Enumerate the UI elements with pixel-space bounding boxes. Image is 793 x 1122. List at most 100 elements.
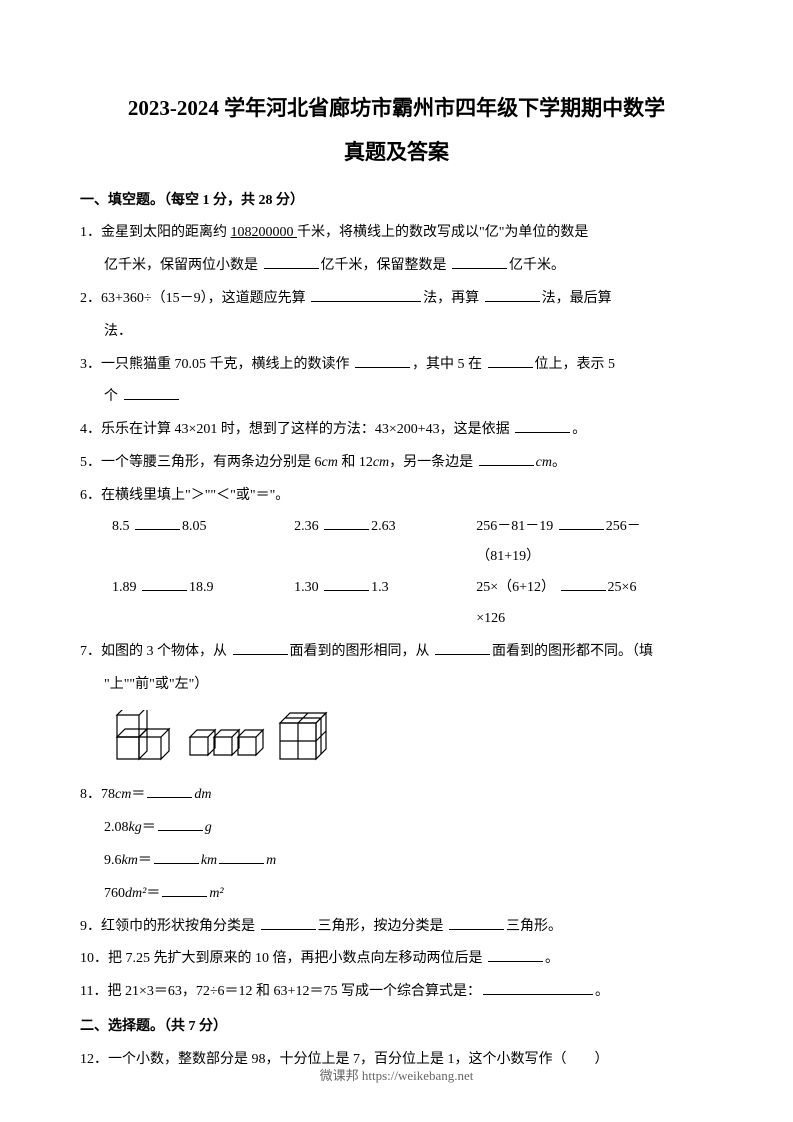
blank — [135, 516, 180, 530]
blank — [485, 288, 540, 302]
q5-mid: 和 12 — [338, 455, 373, 470]
q2-mid: 法，再算 — [423, 291, 483, 306]
q7-mid: 面看到的图形相同，从 — [290, 644, 434, 659]
q7-mid2: 面看到的图形都不同。（填 — [492, 644, 653, 659]
q6-r1-c1: 256－81－19 — [476, 519, 557, 534]
q6-r2-b: 1.30 1.3 — [294, 573, 476, 604]
blank — [479, 452, 534, 466]
blank — [324, 516, 369, 530]
blank — [559, 516, 604, 530]
empty — [112, 542, 294, 573]
q6-r2-b1: 1.30 — [294, 580, 322, 595]
blank — [154, 850, 199, 864]
question-7: 7．如图的 3 个物体，从 面看到的图形相同，从 面看到的图形都不同。（填 — [80, 637, 713, 668]
q2-text: 2．63+360÷（15－9），这道题应先算 — [80, 291, 309, 306]
q3-mid: ，其中 5 在 — [412, 357, 486, 372]
q5-mid2: ，另一条边是 — [389, 455, 477, 470]
q8-l4a: 760 — [104, 886, 125, 901]
question-5: 5．一个等腰三角形，有两条边分别是 6cm 和 12cm，另一条边是 cm。 — [80, 448, 713, 479]
q3-text: 3．一只熊猫重 70.05 千克，横线上的数读作 — [80, 357, 353, 372]
blank — [561, 577, 606, 591]
question-8-line4: 760dm²＝m² — [80, 879, 713, 910]
q1-mid: 千米，将横线上的数改写成以"亿"为单位的数是 — [297, 225, 588, 240]
q9-text: 9．红领巾的形状按角分类是 — [80, 919, 259, 934]
q4-text: 4．乐乐在计算 43×201 时，想到了这样的方法：43×200+43，这是依据 — [80, 422, 513, 437]
q3-mid2: 位上，表示 5 — [535, 357, 616, 372]
empty — [294, 604, 476, 635]
question-7-line2: "上""前"或"左"） — [80, 670, 713, 701]
q2-mid2: 法，最后算 — [542, 291, 612, 306]
q7-text: 7．如图的 3 个物体，从 — [80, 644, 231, 659]
q6-r1-a: 8.5 8.05 — [112, 512, 294, 543]
q8-l2a: 2.08 — [104, 820, 129, 835]
document-title: 2023-2024 学年河北省廊坊市霸州市四年级下学期期中数学 — [80, 90, 713, 128]
q6-r2-a1: 1.89 — [112, 580, 140, 595]
q6-r1-a1: 8.5 — [112, 519, 133, 534]
question-2: 2．63+360÷（15－9），这道题应先算 法，再算 法，最后算 — [80, 284, 713, 315]
q6-r1-c2: 256－ — [606, 519, 641, 534]
q8-l2u2: g — [205, 820, 212, 835]
q1-line2a: 亿千米，保留两位小数是 — [104, 258, 262, 273]
q6-r2-c: 25×（6+12） 25×6 — [476, 573, 713, 604]
blank — [124, 386, 179, 400]
q11-text: 11．把 21×3＝63，72÷6＝12 和 63+12＝75 写成一个综合算式… — [80, 984, 481, 999]
blank — [162, 883, 207, 897]
blank — [311, 288, 421, 302]
empty — [112, 604, 294, 635]
q8-l3a: 9.6 — [104, 853, 122, 868]
q6-r2-c2: 25×6 — [608, 580, 637, 595]
blank — [147, 784, 192, 798]
q5-cm1: cm — [322, 455, 338, 470]
q5-cm2: cm — [373, 455, 389, 470]
question-8-line3: 9.6km＝kmm — [80, 846, 713, 877]
q8-l1u: cm — [115, 787, 131, 802]
q4-end: 。 — [572, 422, 586, 437]
blank — [355, 354, 410, 368]
q6-r1-b: 2.36 2.63 — [294, 512, 476, 543]
document-subtitle: 真题及答案 — [80, 134, 713, 172]
footer-text: 微课邦 https://weikebang.net — [0, 1065, 793, 1084]
q1-line2b: 亿千米，保留整数是 — [321, 258, 451, 273]
q1-underlined-number: 108200000 — [231, 225, 298, 240]
q6-r2-a: 1.89 18.9 — [112, 573, 294, 604]
q6-row1b: （81+19） — [80, 542, 713, 573]
section1-heading: 一、填空题。（每空 1 分，共 28 分） — [80, 186, 713, 217]
blank — [219, 850, 264, 864]
q10-end: 。 — [545, 951, 559, 966]
question-11: 11．把 21×3＝63，72÷6＝12 和 63+12＝75 写成一个综合算式… — [80, 977, 713, 1008]
q8-l2eq: ＝ — [142, 820, 156, 835]
blank — [515, 419, 570, 433]
q8-l3u2: km — [201, 853, 217, 868]
section2-heading: 二、选择题。（共 7 分） — [80, 1012, 713, 1043]
q8-l1u2: dm — [194, 787, 211, 802]
q3-line2: 个 — [104, 389, 122, 404]
question-8-line1: 8．78cm＝ dm — [80, 780, 713, 811]
q5-end: 。 — [552, 455, 566, 470]
q6-row1: 8.5 8.05 2.36 2.63 256－81－19 256－ — [80, 512, 713, 543]
q6-row2: 1.89 18.9 1.30 1.3 25×（6+12） 25×6 — [80, 573, 713, 604]
q1-line2c: 亿千米。 — [509, 258, 565, 273]
q6-r1-b1: 2.36 — [294, 519, 322, 534]
q6-r1-a2: 8.05 — [182, 519, 207, 534]
q6-r2-c3: ×126 — [476, 604, 713, 635]
blank — [324, 577, 369, 591]
q5-cm3: cm — [536, 455, 552, 470]
q8-l1a: 8．78 — [80, 787, 115, 802]
q8-l3eq: ＝ — [138, 853, 152, 868]
q6-r1-c3: （81+19） — [476, 542, 713, 573]
q6-r2-a2: 18.9 — [189, 580, 214, 595]
q6-r1-c: 256－81－19 256－ — [476, 512, 713, 543]
question-3: 3．一只熊猫重 70.05 千克，横线上的数读作 ，其中 5 在 位上，表示 5 — [80, 350, 713, 381]
q6-r2-c1: 25×（6+12） — [476, 580, 558, 595]
q8-l1eq: ＝ — [131, 787, 145, 802]
blank — [261, 916, 316, 930]
question-8-line2: 2.08kg＝g — [80, 813, 713, 844]
q11-end: 。 — [595, 984, 609, 999]
blank — [142, 577, 187, 591]
blank — [449, 916, 504, 930]
q9-mid: 三角形，按边分类是 — [318, 919, 448, 934]
question-9: 9．红领巾的形状按角分类是 三角形，按边分类是 三角形。 — [80, 912, 713, 943]
blank — [233, 641, 288, 655]
cube-figures-icon — [112, 710, 342, 765]
question-10: 10．把 7.25 先扩大到原来的 10 倍，再把小数点向左移动两位后是 。 — [80, 944, 713, 975]
